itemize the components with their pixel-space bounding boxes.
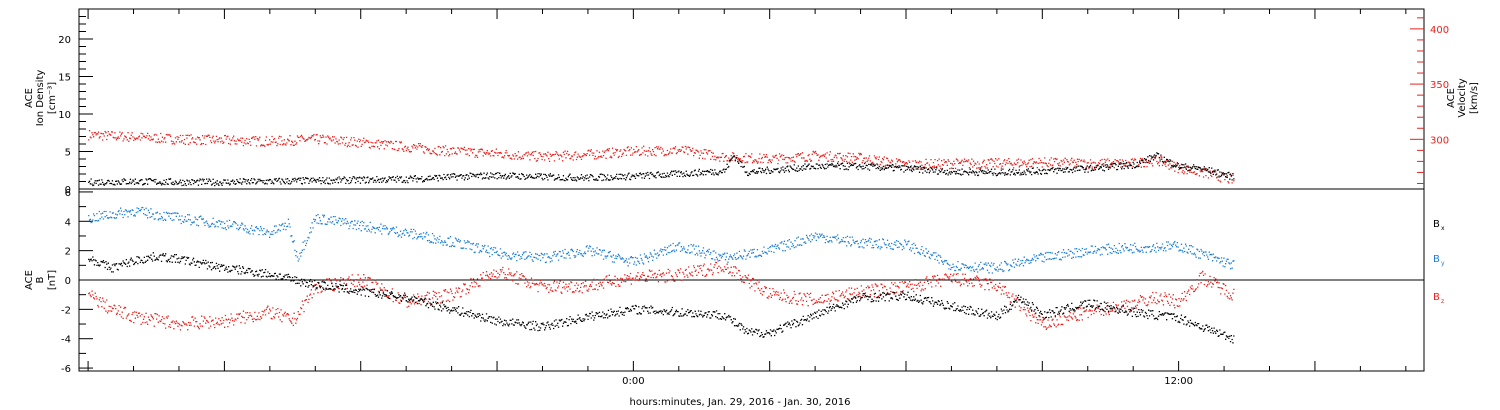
by-legend-main: B (1433, 254, 1440, 265)
velocity-tick-label: 400 (1430, 25, 1449, 36)
velocity-axis-title: ACE Velocity [km/s] (1446, 78, 1480, 117)
bz-series (88, 259, 1235, 331)
top-panel: 0 5 10 15 20 300 350 400 (58, 8, 1449, 196)
b-axis-title-line1: ACE (24, 270, 35, 290)
velocity-axis-title-line1: ACE (1446, 88, 1457, 108)
by-legend: B y (1433, 254, 1445, 267)
density-axis-title-line2: Ion Density (35, 70, 46, 127)
by-series (88, 206, 1235, 274)
velocity-tick-label: 350 (1430, 80, 1449, 91)
b-tick-label: 2 (65, 247, 71, 258)
bz-legend-main: B (1433, 292, 1440, 303)
density-axis-title-line3: [cm⁻³] (47, 82, 58, 114)
top-panel-data (88, 130, 1235, 187)
x-tick-label: 0:00 (622, 376, 644, 387)
x-axis-title: hours:minutes, Jan. 29, 2016 - Jan. 30, … (630, 397, 851, 408)
bz-legend: B z (1433, 292, 1444, 305)
density-axis-title: ACE Ion Density [cm⁻³] (24, 70, 58, 127)
bottom-panel: 0:00 12:00 -6 -4 -2 0 2 4 6 (61, 188, 1425, 387)
velocity-tick-label: 300 (1430, 135, 1449, 146)
b-tick-label: 0 (65, 276, 71, 287)
bx-legend-sub: x (1441, 225, 1445, 232)
b-tick-label: -2 (61, 305, 71, 316)
bottom-panel-data (88, 206, 1235, 344)
bx-legend-main: B (1433, 219, 1440, 230)
density-tick-label: 0 (65, 185, 71, 196)
velocity-axis-title-line3: [km/s] (1469, 82, 1480, 114)
density-tick-label: 15 (58, 73, 71, 84)
density-tick-label: 20 (58, 35, 71, 46)
density-tick-label: 10 (58, 110, 71, 121)
x-tick-label: 12:00 (1164, 376, 1193, 387)
velocity-series (88, 130, 1235, 184)
top-panel-frame (78, 8, 1425, 190)
velocity-axis-title-line2: Velocity (1457, 78, 1468, 117)
b-tick-label: -6 (61, 364, 71, 375)
bx-legend: B x (1433, 219, 1445, 232)
b-tick-label: -4 (61, 335, 71, 346)
bz-legend-sub: z (1441, 298, 1444, 305)
b-axis-title-line3: [nT] (47, 270, 58, 290)
b-axis-title-line2: B (35, 276, 46, 283)
density-axis-title-line1: ACE (24, 88, 35, 108)
by-legend-sub: y (1441, 260, 1445, 267)
b-tick-label: 6 (65, 188, 71, 199)
b-axis-title: ACE B [nT] (24, 270, 58, 290)
density-tick-label: 5 (65, 148, 71, 159)
b-tick-label: 4 (65, 217, 71, 228)
bx-series (88, 252, 1235, 344)
density-series (88, 152, 1235, 187)
